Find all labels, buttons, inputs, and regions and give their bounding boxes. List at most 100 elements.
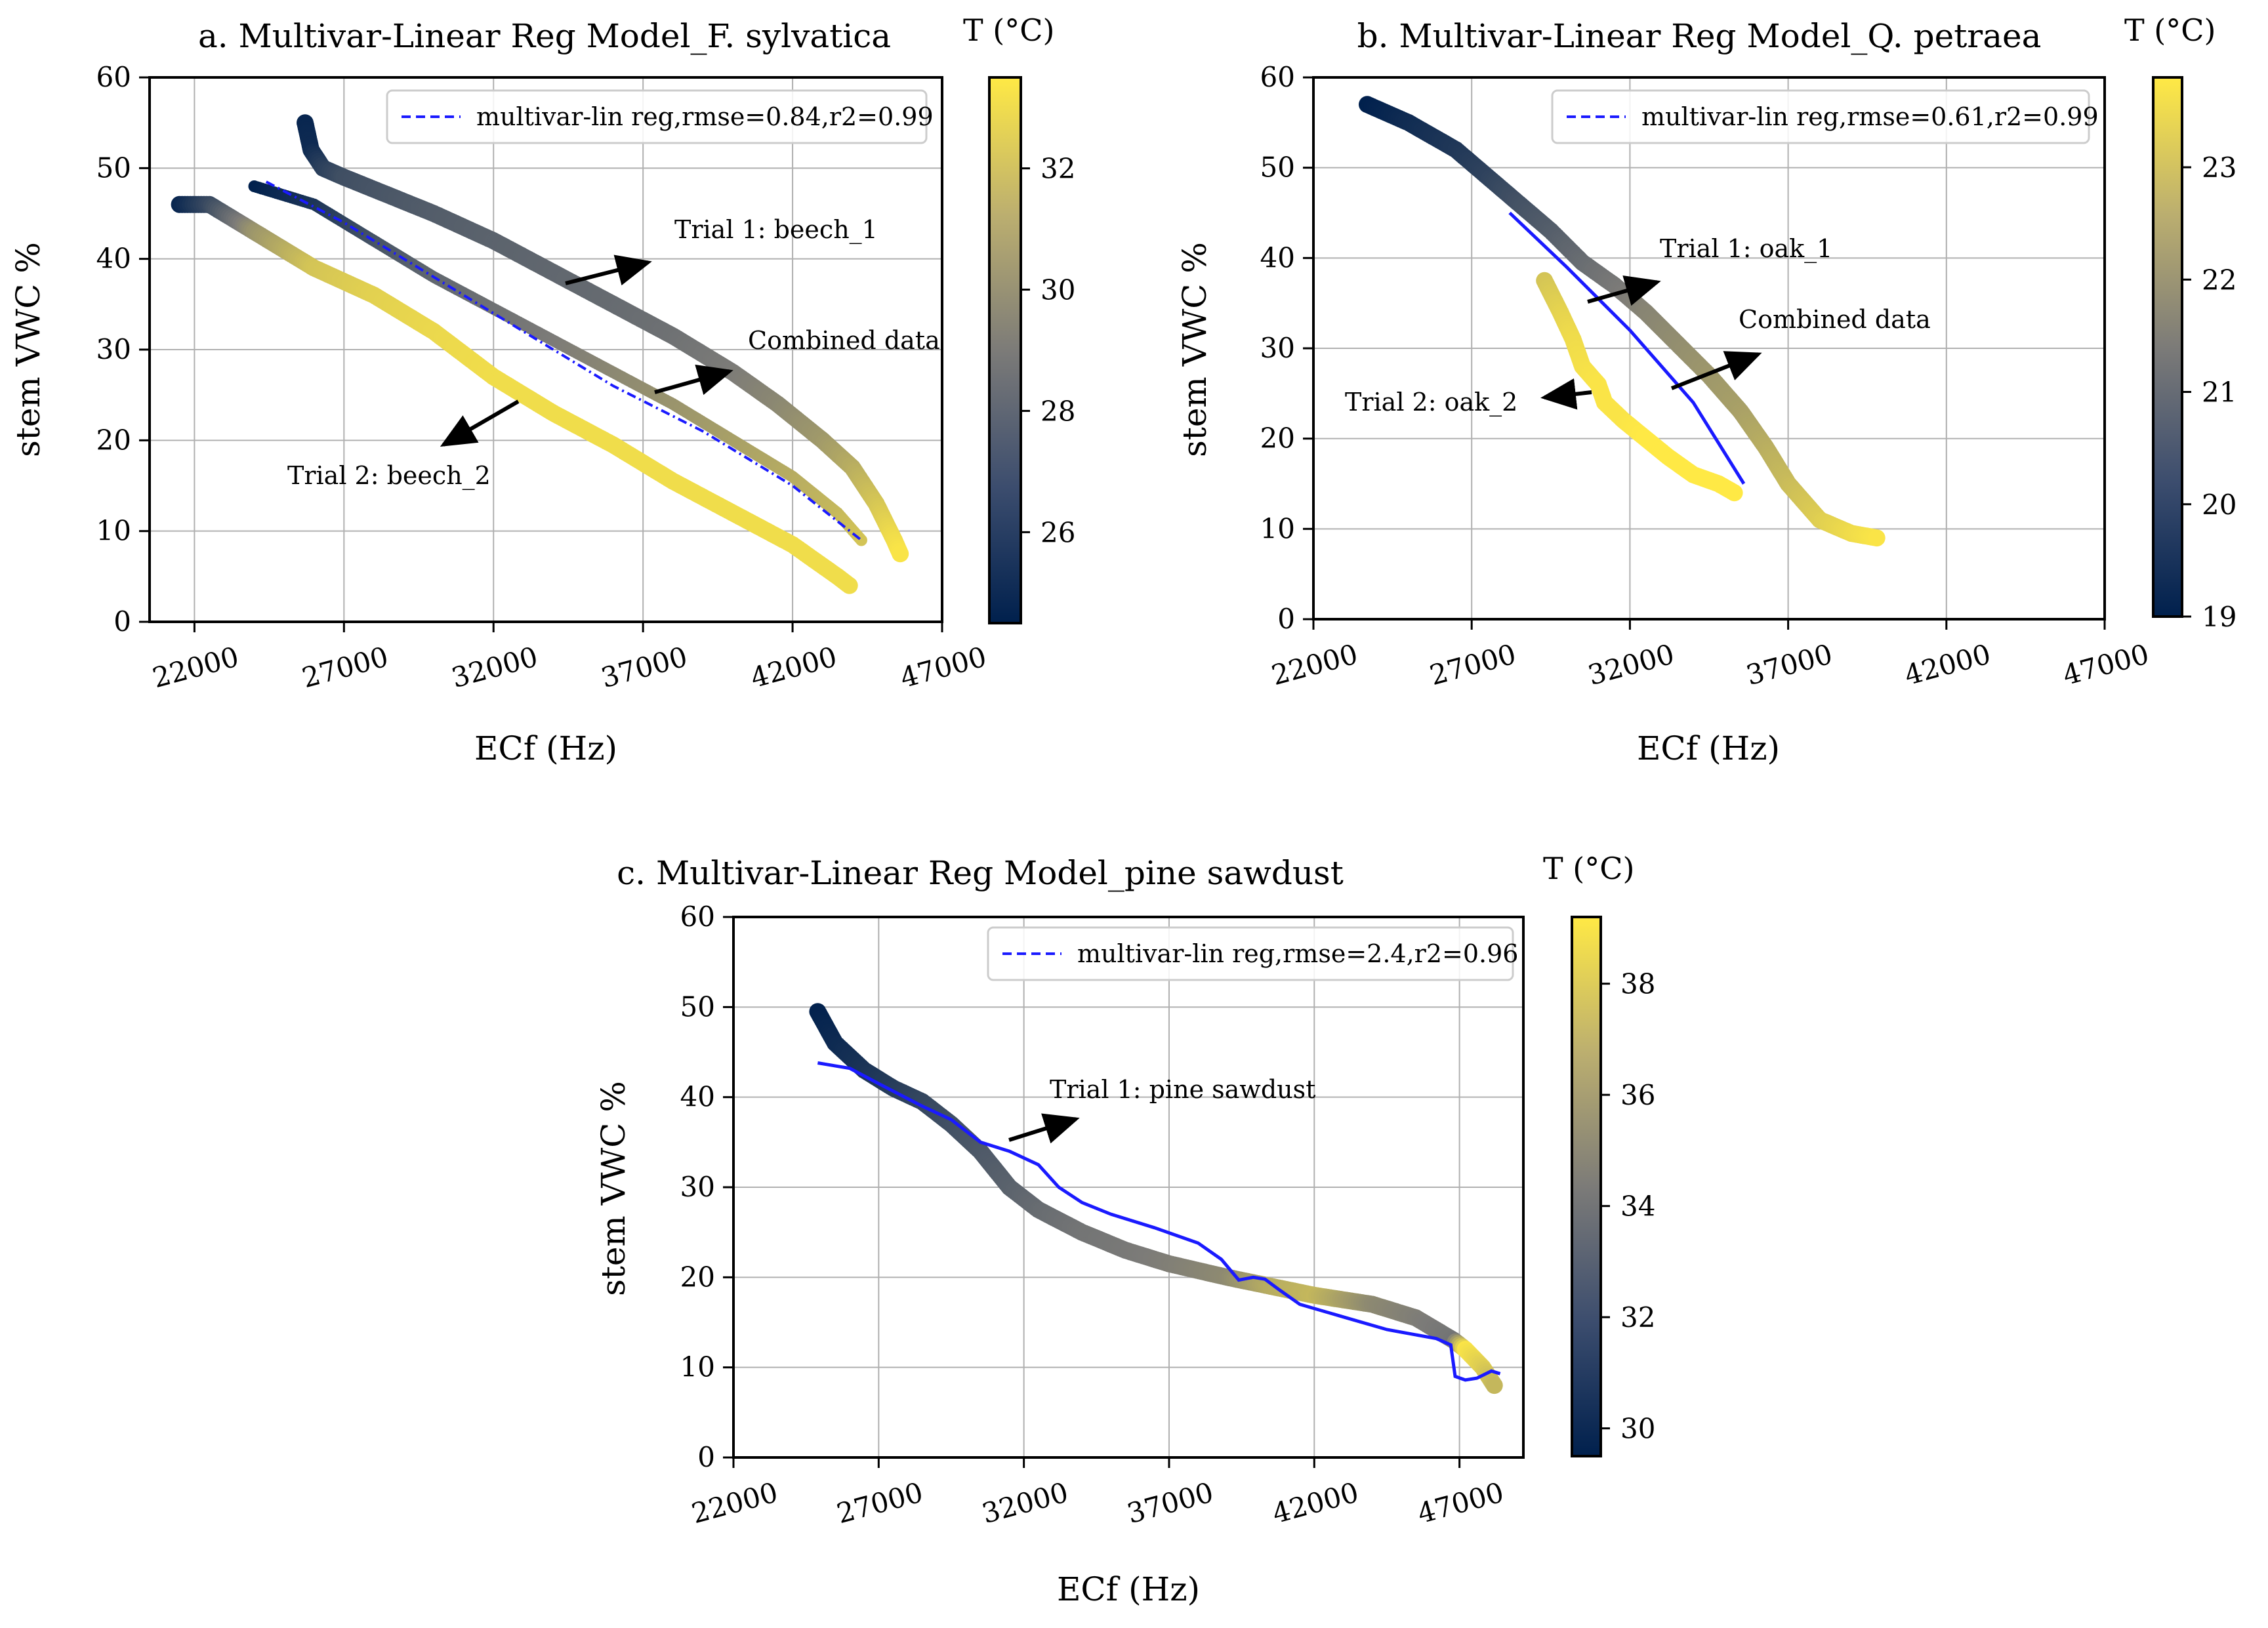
y-tick-label: 40 bbox=[1260, 241, 1295, 274]
annotation-arrow bbox=[565, 254, 652, 286]
annotation: Trial 1: beech_1 bbox=[565, 215, 878, 286]
x-tick-label: 47000 bbox=[1414, 1476, 1507, 1530]
data-point bbox=[1485, 1377, 1503, 1394]
legend-label: multivar-lin reg,rmse=0.61,r2=0.99 bbox=[1641, 102, 2099, 131]
legend: multivar-lin reg,rmse=2.4,r2=0.96 bbox=[987, 926, 1518, 981]
colorbar-tick-label: 38 bbox=[1620, 968, 1655, 1000]
y-axis-label: stem VWC % bbox=[594, 1081, 632, 1296]
legend-box bbox=[1551, 89, 2090, 144]
y-tick-label: 20 bbox=[680, 1261, 715, 1293]
y-tick-label: 40 bbox=[680, 1081, 715, 1113]
x-tick-label: 42000 bbox=[1269, 1476, 1362, 1530]
x-tick-label: 22000 bbox=[149, 640, 242, 694]
grid bbox=[1313, 77, 2105, 619]
annotation-label: Trial 2: beech_2 bbox=[287, 461, 491, 491]
plot-title: b. Multivar-Linear Reg Model_Q. petraea bbox=[1357, 17, 2042, 55]
annotation-arrow bbox=[1587, 275, 1661, 306]
series-trial-1-oak-1 bbox=[1359, 96, 1886, 547]
colorbar-tick-label: 36 bbox=[1620, 1079, 1655, 1111]
colorbar-tick-label: 30 bbox=[1041, 274, 1075, 306]
y-tick-label: 10 bbox=[96, 515, 131, 547]
annotation-label: Trial 1: beech_1 bbox=[674, 215, 878, 245]
annotation: Combined data bbox=[1670, 305, 1931, 390]
y-tick-label: 60 bbox=[680, 901, 715, 933]
x-tick-label: 22000 bbox=[688, 1476, 781, 1530]
x-tick-label: 32000 bbox=[448, 640, 541, 694]
colorbar-tick-label: 26 bbox=[1041, 516, 1075, 548]
colorbar-gradient bbox=[988, 76, 1022, 624]
x-tick-label: 32000 bbox=[1584, 638, 1678, 691]
colorbar-label: T (°C) bbox=[2124, 12, 2216, 48]
plot-title: c. Multivar-Linear Reg Model_pine sawdus… bbox=[617, 854, 1344, 892]
y-tick-label: 0 bbox=[697, 1441, 715, 1473]
plot-title: a. Multivar-Linear Reg Model_F. sylvatic… bbox=[198, 17, 891, 55]
y-tick-label: 30 bbox=[96, 333, 131, 365]
panel-a: 22000 27000 32000 37000 42000 47000 0 10 20 30 40 5… bbox=[9, 12, 1075, 767]
colorbar-tick-label: 32 bbox=[1620, 1301, 1655, 1333]
data-point bbox=[892, 545, 909, 563]
x-tick-label: 27000 bbox=[299, 640, 392, 694]
legend-label: multivar-lin reg,rmse=0.84,r2=0.99 bbox=[476, 102, 934, 131]
y-tick-label: 50 bbox=[1260, 152, 1295, 184]
annotation: Trial 1: oak_1 bbox=[1587, 234, 1832, 306]
y-tick-label: 0 bbox=[1277, 603, 1295, 635]
legend-label: multivar-lin reg,rmse=2.4,r2=0.96 bbox=[1077, 939, 1518, 968]
colorbar-tick-label: 23 bbox=[2202, 152, 2237, 184]
annotation: Combined data bbox=[654, 326, 940, 396]
legend-box bbox=[386, 89, 928, 144]
series-trial-1-beech-1 bbox=[297, 114, 909, 563]
data-point bbox=[840, 577, 858, 594]
colorbar-label: T (°C) bbox=[963, 12, 1054, 48]
annotation-label: Trial 1: pine sawdust bbox=[1050, 1075, 1315, 1104]
y-tick-label: 50 bbox=[96, 152, 131, 184]
y-tick-label: 30 bbox=[1260, 332, 1295, 364]
x-tick-label: 37000 bbox=[1742, 638, 1836, 691]
regression-line bbox=[1508, 211, 1746, 485]
series-trial-2-oak-2 bbox=[1536, 272, 1743, 502]
colorbar-tick-label: 28 bbox=[1041, 395, 1075, 427]
annotation-label: Trial 2: oak_2 bbox=[1345, 388, 1517, 417]
annotation-arrow bbox=[1008, 1113, 1080, 1144]
data-point bbox=[1725, 484, 1743, 502]
x-tick-label: 37000 bbox=[1124, 1476, 1217, 1530]
colorbar-gradient bbox=[1571, 916, 1602, 1457]
grid bbox=[733, 917, 1523, 1457]
annotation-label: Trial 1: oak_1 bbox=[1660, 234, 1832, 264]
colorbar-tick-label: 21 bbox=[2202, 376, 2237, 409]
colorbar-tick-label: 20 bbox=[2202, 489, 2237, 521]
colorbar: 19 20 21 22 23 T (°C) bbox=[2124, 12, 2237, 633]
y-tick-label: 40 bbox=[96, 243, 131, 275]
x-tick-label: 37000 bbox=[598, 640, 691, 694]
y-tick-label: 20 bbox=[1260, 422, 1295, 455]
y-tick-label: 10 bbox=[680, 1351, 715, 1383]
colorbar-tick-label: 32 bbox=[1041, 153, 1075, 185]
y-axis-label: stem VWC % bbox=[9, 242, 47, 457]
annotation: Trial 1: pine sawdust bbox=[1008, 1075, 1315, 1144]
y-tick-label: 60 bbox=[1260, 61, 1295, 93]
annotation-label: Combined data bbox=[1739, 305, 1931, 334]
annotation-arrow bbox=[440, 399, 520, 447]
annotation-label: Combined data bbox=[748, 326, 940, 355]
colorbar-tick-label: 34 bbox=[1620, 1190, 1655, 1223]
annotation-arrow bbox=[1540, 378, 1592, 410]
x-tick-label: 47000 bbox=[897, 640, 990, 694]
series-combined-data bbox=[248, 180, 867, 546]
annotation-arrow bbox=[1670, 351, 1762, 390]
annotation: Trial 2: oak_2 bbox=[1345, 378, 1592, 417]
colorbar-tick-label: 22 bbox=[2202, 264, 2237, 296]
colorbar-tick-label: 19 bbox=[2202, 601, 2237, 633]
x-tick-label: 27000 bbox=[1426, 638, 1519, 691]
colorbar-gradient bbox=[2152, 76, 2183, 618]
x-tick-label: 42000 bbox=[747, 640, 840, 694]
x-tick-label: 27000 bbox=[833, 1476, 926, 1530]
x-axis-label: ECf (Hz) bbox=[474, 729, 617, 767]
panel-b: 22000 27000 32000 37000 42000 47000 0 10 20 30 40 5… bbox=[1176, 12, 2237, 767]
colorbar-tick-label: 30 bbox=[1620, 1413, 1655, 1445]
y-axis-label: stem VWC % bbox=[1176, 242, 1214, 457]
x-axis-label: ECf (Hz) bbox=[1637, 729, 1780, 767]
y-tick-label: 10 bbox=[1260, 512, 1295, 544]
x-tick-label: 47000 bbox=[2059, 638, 2153, 691]
x-tick-label: 22000 bbox=[1268, 638, 1361, 691]
y-tick-label: 20 bbox=[96, 424, 131, 456]
